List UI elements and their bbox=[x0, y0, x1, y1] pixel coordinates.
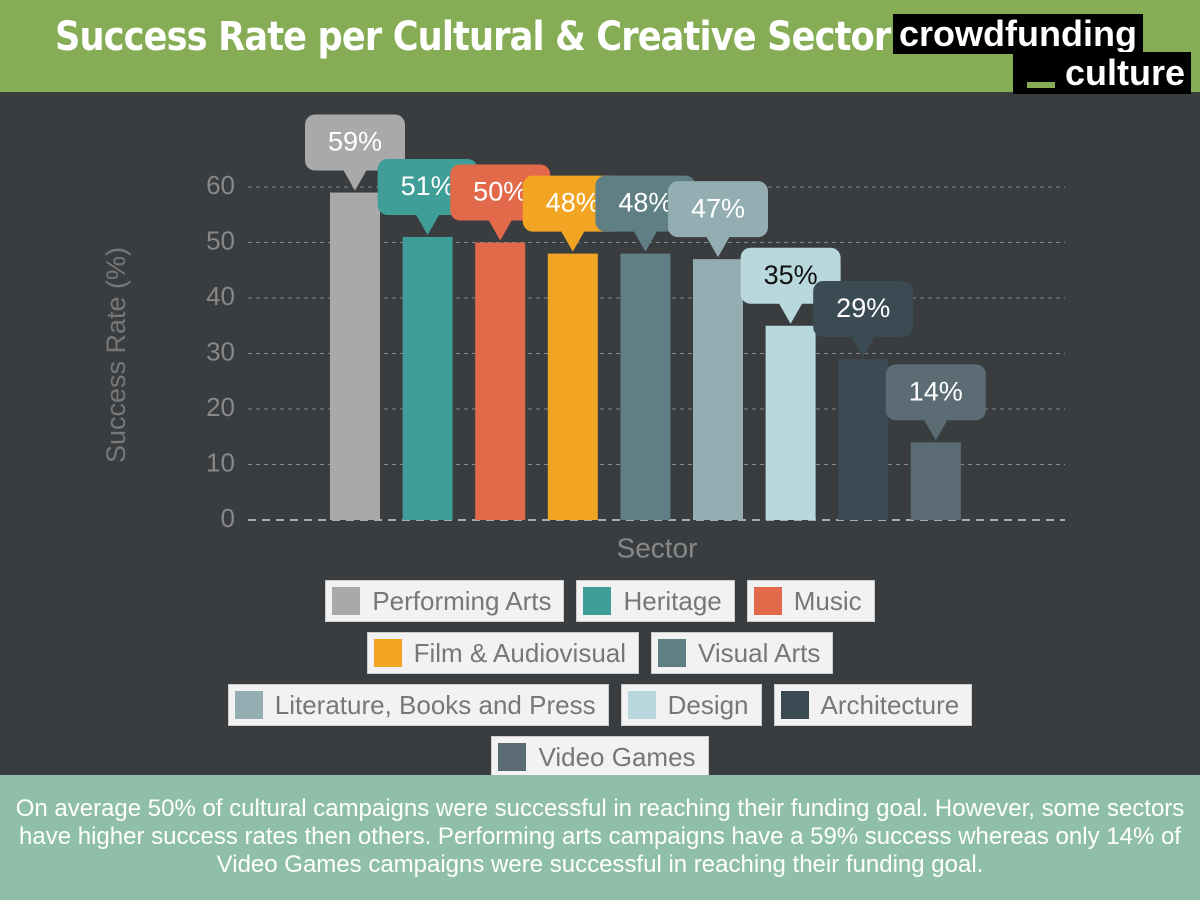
legend-label: Architecture bbox=[820, 689, 960, 720]
y-tick-label: 20 bbox=[206, 392, 235, 422]
bar bbox=[693, 259, 743, 520]
value-label: 29% bbox=[836, 293, 890, 323]
legend-swatch bbox=[498, 743, 527, 771]
y-tick-label: 40 bbox=[206, 281, 235, 311]
value-label: 59% bbox=[328, 127, 382, 157]
callout-pointer bbox=[778, 302, 803, 324]
value-callout: 14% bbox=[885, 364, 986, 441]
logo-top: crowdfunding bbox=[893, 14, 1143, 54]
logo-bottom: culture bbox=[1013, 52, 1192, 94]
value-label: 48% bbox=[546, 188, 600, 218]
legend-swatch bbox=[627, 691, 656, 719]
logo-text: culture bbox=[1065, 52, 1186, 93]
legend-item: Architecture bbox=[773, 684, 973, 726]
callout-pointer bbox=[488, 219, 513, 241]
legend-row: Literature, Books and Press Design Archite… bbox=[0, 684, 1200, 726]
legend-swatch bbox=[780, 691, 809, 719]
callout-pointer bbox=[633, 230, 658, 252]
callout-box bbox=[813, 281, 914, 338]
callout-box bbox=[668, 181, 768, 238]
header: Success Rate per Cultural & Creative Sec… bbox=[0, 0, 1200, 94]
legend-row: Video Games bbox=[0, 736, 1200, 778]
value-label: 48% bbox=[618, 188, 672, 218]
legend-label: Literature, Books and Press bbox=[274, 689, 596, 720]
legend-item: Film & Audiovisual bbox=[366, 632, 640, 674]
bar bbox=[838, 359, 889, 520]
legend-item: Music bbox=[746, 580, 875, 622]
y-tick-label: 50 bbox=[206, 225, 235, 255]
legend-item: Design bbox=[620, 684, 762, 726]
callout-pointer bbox=[415, 213, 440, 235]
y-tick-label: 0 bbox=[221, 503, 235, 533]
legend-item: Visual Arts bbox=[651, 632, 834, 674]
value-callout: 29% bbox=[813, 281, 914, 358]
value-callout: 59% bbox=[305, 114, 405, 191]
legend-label: Heritage bbox=[623, 585, 722, 616]
legend-swatch bbox=[373, 639, 402, 667]
callout-box bbox=[885, 364, 986, 421]
legend-label: Music bbox=[793, 585, 862, 616]
legend-swatch bbox=[332, 587, 361, 615]
footer: On average 50% of cultural campaigns wer… bbox=[0, 775, 1200, 900]
logo-icon bbox=[1027, 64, 1055, 88]
y-axis-label: Success Rate (%) bbox=[101, 247, 131, 463]
callout-pointer bbox=[923, 419, 948, 441]
logo: crowdfunding culture bbox=[893, 14, 1198, 102]
legend-item: Literature, Books and Press bbox=[227, 684, 609, 726]
callout-box bbox=[305, 114, 405, 171]
legend-item: Heritage bbox=[576, 580, 735, 622]
callout-pointer bbox=[343, 169, 367, 191]
value-label: 51% bbox=[401, 171, 455, 201]
legend-label: Video Games bbox=[538, 741, 696, 772]
chart: 0 10 20 30 40 50 60 Success Rate (%) Sector 59% 51… bbox=[101, 114, 1065, 563]
bar bbox=[330, 192, 380, 521]
value-label: 47% bbox=[691, 193, 745, 223]
bar bbox=[402, 236, 453, 520]
value-label: 14% bbox=[909, 376, 963, 406]
legend-item: Video Games bbox=[491, 736, 709, 778]
value-label: 50% bbox=[473, 177, 527, 207]
bar bbox=[620, 253, 671, 520]
callout-pointer bbox=[851, 336, 876, 358]
y-tick-label: 60 bbox=[206, 170, 235, 200]
legend-row: Film & Audiovisual Visual Arts bbox=[0, 632, 1200, 674]
legend-swatch bbox=[234, 691, 263, 719]
legend-label: Film & Audiovisual bbox=[413, 637, 627, 668]
bar bbox=[475, 242, 526, 520]
value-callout: 47% bbox=[668, 181, 768, 258]
title: Success Rate per Cultural & Creative Sec… bbox=[55, 14, 891, 60]
bar bbox=[910, 442, 961, 520]
legend-row: Performing Arts Heritage Music bbox=[0, 580, 1200, 622]
legend-item: Performing Arts bbox=[325, 580, 565, 622]
value-callout: 50% bbox=[450, 164, 551, 241]
legend-label: Visual Arts bbox=[698, 637, 821, 668]
value-label: 35% bbox=[764, 260, 818, 290]
legend-swatch bbox=[658, 639, 687, 667]
y-tick-label: 30 bbox=[206, 336, 235, 366]
callout-pointer bbox=[560, 230, 585, 252]
legend-swatch bbox=[583, 587, 612, 615]
y-tick-label: 10 bbox=[206, 447, 235, 477]
x-axis-label: Sector bbox=[617, 532, 698, 563]
legend: Performing Arts Heritage Music Film & Audio… bbox=[0, 580, 1200, 788]
callout-pointer bbox=[706, 236, 730, 258]
legend-label: Design bbox=[667, 689, 749, 720]
bar bbox=[765, 325, 816, 520]
legend-label: Performing Arts bbox=[372, 585, 552, 616]
legend-swatch bbox=[753, 587, 782, 615]
bar bbox=[547, 253, 598, 520]
